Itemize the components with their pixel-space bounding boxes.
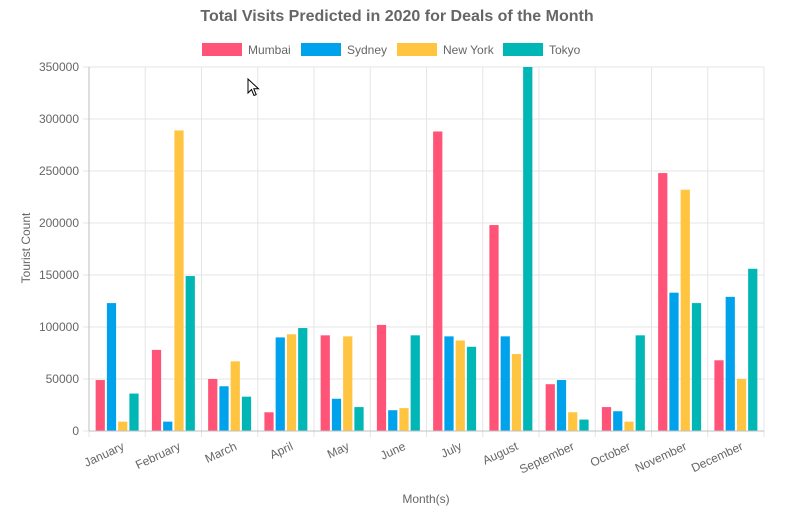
x-tick-label: April — [267, 439, 295, 462]
bar-sydney-october — [613, 411, 623, 431]
legend-label: Mumbai — [248, 43, 291, 57]
legend-label: New York — [443, 43, 495, 57]
bar-new-york-december — [736, 379, 747, 431]
bar-tokyo-october — [635, 335, 645, 431]
x-tick-label: August — [480, 439, 520, 468]
bar-new-york-may — [343, 336, 353, 431]
y-axis-ticks: 0 50000 100000 150000 200000 250000 300000 3500… — [39, 60, 79, 438]
y-tick-label: 150000 — [39, 268, 79, 282]
x-axis-ticks: January February March April May June July Augu… — [82, 439, 745, 477]
y-tick-label: 300000 — [39, 112, 79, 126]
x-tick-label: October — [588, 439, 633, 470]
bar-sydney-december — [725, 296, 735, 431]
y-axis-label: Tourist Count — [19, 212, 33, 283]
bar-mumbai-december — [714, 360, 724, 431]
x-tick-label: March — [203, 439, 239, 466]
bar-mumbai-may — [320, 335, 330, 431]
bar-tokyo-december — [748, 268, 758, 431]
bar-tokyo-february — [185, 276, 195, 431]
x-tick-label: December — [689, 439, 745, 475]
bar-mumbai-august — [489, 225, 499, 431]
bar-mumbai-september — [545, 384, 555, 431]
bar-sydney-april — [275, 337, 285, 431]
y-tick-label: 50000 — [46, 372, 80, 386]
y-tick-label: 200000 — [39, 216, 79, 230]
bar-new-york-july — [455, 340, 465, 431]
legend-item-new-york[interactable]: New York — [397, 43, 495, 57]
bar-tokyo-september — [579, 419, 589, 431]
x-axis-label: Month(s) — [402, 492, 449, 506]
bar-mumbai-january — [95, 380, 105, 431]
legend-swatch — [202, 43, 242, 56]
bar-sydney-august — [500, 336, 510, 431]
bar-sydney-september — [556, 380, 567, 431]
y-tick-label: 100000 — [39, 320, 79, 334]
legend: Mumbai Sydney New York Tokyo — [202, 43, 581, 57]
bar-new-york-february — [174, 130, 184, 431]
x-tick-label: January — [82, 439, 127, 470]
bar-tokyo-april — [298, 328, 308, 431]
bar-tokyo-july — [466, 346, 477, 431]
bar-sydney-february — [163, 421, 173, 431]
bar-tokyo-june — [410, 335, 420, 431]
y-tick-label: 0 — [72, 424, 79, 438]
bar-new-york-october — [624, 421, 634, 431]
bar-mumbai-march — [208, 379, 218, 431]
legend-label: Sydney — [347, 43, 387, 57]
bar-sydney-may — [331, 398, 342, 431]
legend-swatch — [397, 43, 437, 56]
bar-sydney-march — [219, 386, 229, 431]
x-tick-label: November — [633, 439, 689, 475]
x-tick-label: September — [517, 439, 576, 476]
bar-tokyo-may — [354, 407, 364, 431]
bar-new-york-november — [680, 189, 690, 431]
bar-mumbai-february — [151, 349, 162, 431]
bar-sydney-june — [388, 410, 398, 431]
bar-sydney-july — [444, 336, 454, 431]
bar-mumbai-june — [376, 324, 387, 431]
bar-mumbai-november — [658, 173, 668, 431]
bar-tokyo-january — [129, 393, 139, 431]
legend-swatch — [301, 43, 341, 56]
bar-sydney-january — [106, 303, 117, 431]
arrow-cursor-icon — [247, 78, 260, 97]
legend-item-tokyo[interactable]: Tokyo — [503, 43, 581, 57]
bar-new-york-august — [511, 354, 522, 431]
legend-label: Tokyo — [549, 43, 581, 57]
bar-mumbai-july — [433, 131, 443, 432]
x-tick-label: July — [439, 439, 464, 461]
bar-tokyo-august — [523, 67, 533, 431]
bar-sydney-november — [669, 292, 679, 431]
y-tick-label: 350000 — [39, 60, 79, 74]
x-tick-label: June — [378, 439, 408, 463]
legend-item-sydney[interactable]: Sydney — [301, 43, 387, 57]
bar-mumbai-april — [264, 412, 274, 431]
chart-title: Total Visits Predicted in 2020 for Deals… — [200, 8, 593, 25]
bar-new-york-september — [568, 412, 578, 431]
bar-tokyo-november — [691, 303, 702, 431]
bar-tokyo-march — [241, 396, 252, 431]
bars — [95, 67, 758, 432]
bar-new-york-june — [399, 408, 409, 431]
x-tick-label: May — [325, 439, 351, 461]
legend-swatch — [503, 43, 543, 56]
bar-mumbai-october — [601, 407, 612, 431]
legend-item-mumbai[interactable]: Mumbai — [202, 43, 291, 57]
bar-new-york-january — [118, 421, 128, 431]
grid — [83, 66, 765, 437]
x-tick-label: February — [133, 439, 182, 472]
bar-new-york-march — [230, 361, 240, 431]
y-tick-label: 250000 — [39, 164, 79, 178]
bar-new-york-april — [286, 334, 297, 431]
